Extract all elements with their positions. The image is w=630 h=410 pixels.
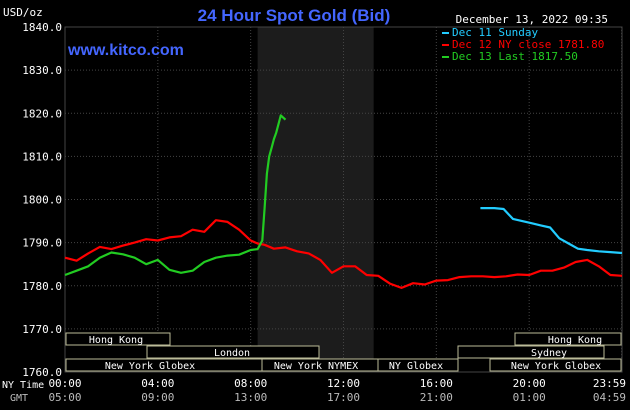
market-label: Hong Kong	[548, 335, 602, 346]
website-watermark: www.kitco.com	[67, 42, 184, 59]
series-line-3	[64, 114, 287, 277]
legend-entry: Dec 11 Sunday	[452, 26, 538, 39]
legend-entry: Dec 13 Last 1817.50	[452, 50, 578, 63]
x-tick-label-ny: 12:00	[327, 377, 360, 390]
y-tick-label: 1790.0	[22, 237, 62, 250]
y-tick-label: 1760.0	[22, 366, 62, 379]
market-box-ny-globex: NY Globex	[377, 358, 459, 372]
y-tick-label: 1770.0	[22, 323, 62, 336]
x-tick-label-ny: 16:00	[420, 377, 453, 390]
market-label: Sydney	[531, 348, 567, 359]
x-tick-label-ny: 04:00	[141, 377, 174, 390]
market-box-london: London	[146, 345, 320, 359]
market-session-boxes: Hong Kong London New York Globex New Yor…	[65, 332, 622, 372]
price-series-group	[64, 114, 623, 289]
legend-entry: Dec 12 NY close 1781.80	[452, 38, 604, 51]
y-tick-labels: 1840.0 1830.0 1820.0 1810.0 1800.0 1790.0 1780…	[22, 21, 62, 379]
x-tick-label-gmt: 01:00	[513, 391, 546, 404]
x-tick-label-ny: 00:00	[48, 377, 81, 390]
y-tick-label: 1840.0	[22, 21, 62, 34]
plot-border	[64, 26, 623, 373]
y-tick-label: 1800.0	[22, 194, 62, 207]
market-box-hong-kong-right: Hong Kong	[514, 332, 622, 346]
market-label: New York NYMEX	[274, 361, 358, 372]
y-tick-label: 1810.0	[22, 150, 62, 163]
market-box-new-york-globex-right: New York Globex	[489, 358, 622, 372]
plot-area	[64, 26, 623, 373]
x-tick-label-gmt: 17:00	[327, 391, 360, 404]
market-label: New York Globex	[511, 361, 601, 372]
y-tick-label: 1820.0	[22, 107, 62, 120]
trading-session-highlight	[257, 27, 374, 372]
market-box-new-york-globex-left: New York Globex	[65, 358, 263, 372]
x-tick-label-ny: 08:00	[234, 377, 267, 390]
x-tick-label-ny: 20:00	[513, 377, 546, 390]
market-label: London	[214, 348, 250, 359]
grid-lines	[64, 26, 623, 373]
ny-time-row-label: NY Time	[2, 380, 44, 391]
x-tick-label-gmt: 13:00	[234, 391, 267, 404]
x-tick-label-gmt: 05:00	[48, 391, 81, 404]
y-tick-label: 1830.0	[22, 64, 62, 77]
series-line-2	[64, 219, 623, 289]
x-tick-label-gmt: 21:00	[420, 391, 453, 404]
market-box-new-york-nymex: New York NYMEX	[261, 358, 379, 372]
market-box-hong-kong-left: Hong Kong	[65, 332, 171, 346]
chart-title: 24 Hour Spot Gold (Bid)	[198, 6, 391, 25]
x-tick-label-ny: 23:59	[593, 377, 626, 390]
gmt-row-label: GMT	[10, 393, 28, 404]
y-tick-label: 1780.0	[22, 280, 62, 293]
x-tick-label-gmt: 09:00	[141, 391, 174, 404]
market-label: NY Globex	[389, 361, 443, 372]
market-box-sydney: Sydney	[457, 345, 605, 359]
series-line-1	[480, 207, 623, 255]
market-label: Hong Kong	[89, 335, 143, 346]
x-tick-label-gmt: 04:59	[593, 391, 626, 404]
market-label: New York Globex	[105, 361, 195, 372]
chart-datetime: December 13, 2022 09:35	[456, 13, 608, 26]
y-axis-unit-label: USD/oz	[3, 6, 43, 19]
